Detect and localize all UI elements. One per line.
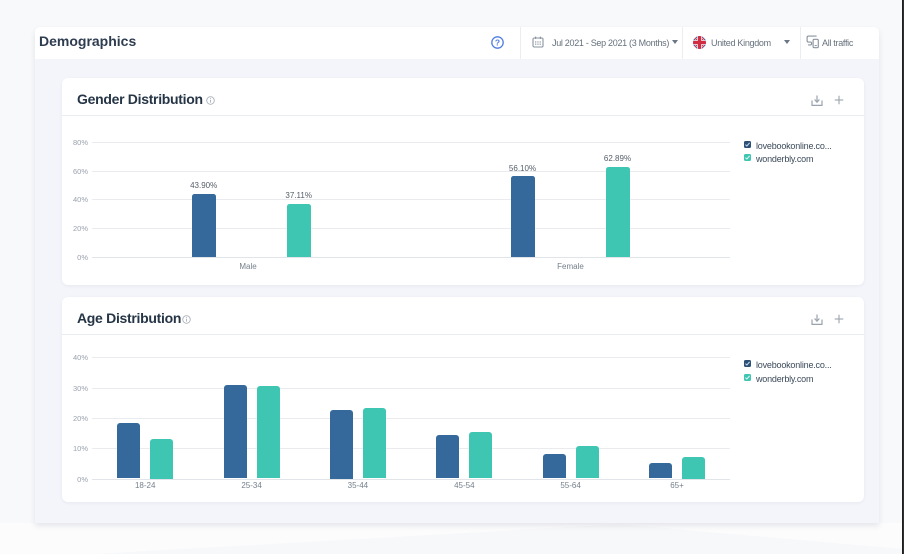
svg-text:?: ?: [495, 37, 500, 47]
